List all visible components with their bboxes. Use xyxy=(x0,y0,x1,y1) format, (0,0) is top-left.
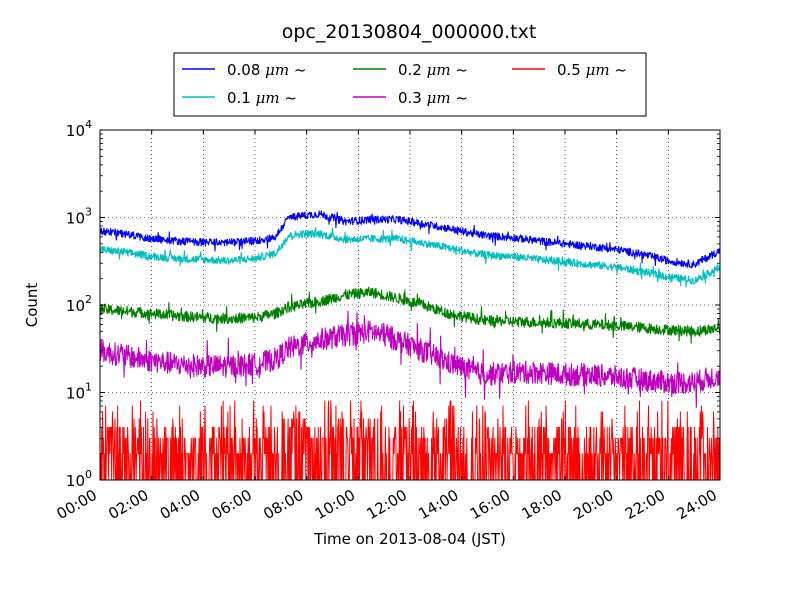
y-tick-label: 104 xyxy=(66,118,92,140)
legend-label-value: 0.5 xyxy=(557,61,586,79)
y-tick-exponent: 2 xyxy=(85,293,92,306)
y-tick-exponent: 1 xyxy=(85,381,92,394)
y-axis-label: Count xyxy=(23,283,41,328)
legend-box xyxy=(173,52,647,117)
y-tick-label: 102 xyxy=(66,293,92,315)
series-line-1 xyxy=(100,227,720,288)
legend-label-unit: μm xyxy=(265,61,289,79)
series-line-3 xyxy=(100,310,720,408)
y-tick-label: 103 xyxy=(66,206,92,228)
chart-title: opc_20130804_000000.txt xyxy=(282,21,537,43)
legend-label-suffix: ~ xyxy=(451,61,468,79)
y-tick-label: 101 xyxy=(66,381,92,403)
y-tick-exponent: 3 xyxy=(85,206,92,219)
legend-label-value: 0.1 xyxy=(227,89,256,107)
series-line-2 xyxy=(100,286,720,344)
legend-label-value: 0.2 xyxy=(398,61,427,79)
legend-label-unit: μm xyxy=(427,61,451,79)
legend-label-2: 0.2 μm ~ xyxy=(398,61,468,79)
y-tick-base: 10 xyxy=(66,122,85,140)
legend-label-suffix: ~ xyxy=(280,89,297,107)
y-tick-base: 10 xyxy=(66,297,85,315)
series-line-0 xyxy=(100,210,720,269)
legend-label-suffix: ~ xyxy=(289,61,306,79)
y-tick-base: 10 xyxy=(66,472,85,490)
legend-label-0: 0.08 μm ~ xyxy=(227,61,307,79)
legend-label-unit: μm xyxy=(256,89,280,107)
y-tick-base: 10 xyxy=(66,210,85,228)
legend-label-value: 0.08 xyxy=(227,61,265,79)
y-tick-exponent: 0 xyxy=(85,468,92,481)
legend-label-suffix: ~ xyxy=(610,61,627,79)
y-gridlines xyxy=(100,217,720,393)
y-tick-base: 10 xyxy=(66,385,85,403)
legend-label-value: 0.3 xyxy=(398,89,427,107)
legend-label-suffix: ~ xyxy=(451,89,468,107)
legend-label-4: 0.5 μm ~ xyxy=(557,61,627,79)
legend-label-unit: μm xyxy=(586,61,610,79)
series-line-4 xyxy=(100,400,720,480)
legend: 0.08 μm ~0.1 μm ~0.2 μm ~0.3 μm ~0.5 μm … xyxy=(173,52,647,117)
legend-label-unit: μm xyxy=(427,89,451,107)
x-axis-label: Time on 2013-08-04 (JST) xyxy=(313,530,506,548)
y-tick-exponent: 4 xyxy=(85,118,92,131)
legend-label-3: 0.3 μm ~ xyxy=(398,89,468,107)
series-layer xyxy=(100,210,720,480)
legend-label-1: 0.1 μm ~ xyxy=(227,89,297,107)
y-tick-label: 100 xyxy=(66,468,92,490)
